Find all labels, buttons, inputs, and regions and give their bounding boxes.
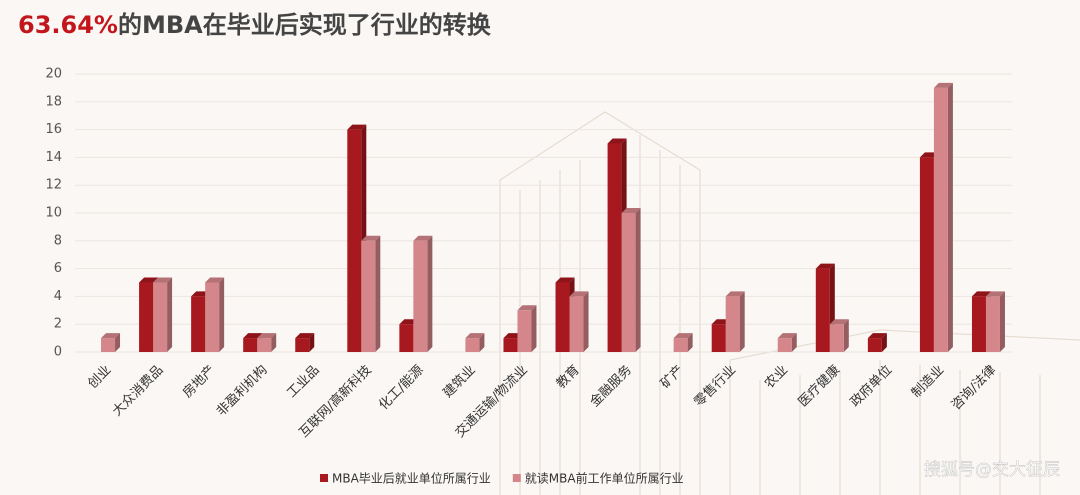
bar xyxy=(725,296,740,352)
bar-top xyxy=(971,291,991,297)
bar-side xyxy=(219,277,225,352)
bar xyxy=(815,268,830,352)
bar xyxy=(621,213,636,352)
legend-label: 就读MBA前工作单位所属行业 xyxy=(525,471,684,486)
bar xyxy=(243,338,258,352)
title-rest: 的MBA在毕业后实现了行业的转换 xyxy=(118,11,492,39)
bar-top xyxy=(101,333,121,339)
bar xyxy=(465,338,480,352)
chart-title: 63.64%的MBA在毕业后实现了行业的转换 xyxy=(18,11,492,39)
y-tick-label: 0 xyxy=(54,345,62,360)
bar xyxy=(361,240,376,352)
bar xyxy=(413,240,428,352)
bar xyxy=(347,129,362,352)
bar-top xyxy=(725,291,745,297)
bar-top xyxy=(569,291,589,297)
y-tick-label: 14 xyxy=(45,150,62,165)
bar-side xyxy=(791,333,797,352)
y-tick-label: 12 xyxy=(45,178,62,193)
y-tick-label: 10 xyxy=(45,206,62,221)
bar xyxy=(399,324,414,352)
y-tick-label: 6 xyxy=(54,261,62,276)
bar-top xyxy=(347,124,367,130)
bar-top xyxy=(243,333,263,339)
bar-top xyxy=(517,305,537,311)
bar xyxy=(205,282,220,352)
bar-top xyxy=(777,333,797,339)
bar-top xyxy=(815,263,835,269)
bar-side xyxy=(309,333,315,352)
bar-side xyxy=(635,208,641,352)
bar-top xyxy=(829,319,849,325)
legend-label: MBA毕业后就业单位所属行业 xyxy=(332,471,491,486)
bar-top xyxy=(139,277,159,283)
bar-top xyxy=(933,82,953,88)
y-tick-label: 16 xyxy=(45,122,62,137)
bar-side xyxy=(479,333,485,352)
bar-side xyxy=(687,333,693,352)
bar-top xyxy=(205,277,225,283)
bar-side xyxy=(843,319,849,352)
legend-swatch xyxy=(320,474,328,482)
y-tick-label: 20 xyxy=(45,67,62,82)
bar xyxy=(295,338,310,352)
y-tick-label: 4 xyxy=(54,289,62,304)
bar xyxy=(257,338,272,352)
y-tick-label: 2 xyxy=(54,317,62,332)
bar xyxy=(153,282,168,352)
bar-side xyxy=(881,333,887,352)
watermark: 搜狐号@交大征辰 xyxy=(924,460,1060,480)
bar xyxy=(673,338,688,352)
bar-side xyxy=(739,291,745,352)
title-highlight: 63.64% xyxy=(18,11,118,39)
bar-top xyxy=(361,235,381,241)
bar xyxy=(919,157,934,352)
bar-top xyxy=(555,277,575,283)
bar-side xyxy=(375,235,381,352)
bar xyxy=(517,310,532,352)
bar-top xyxy=(867,333,887,339)
bar-top xyxy=(153,277,173,283)
bar-side xyxy=(531,305,537,352)
y-tick-label: 8 xyxy=(54,233,62,248)
bar xyxy=(101,338,116,352)
y-tick-label: 18 xyxy=(45,94,62,109)
bar xyxy=(503,338,518,352)
bar xyxy=(985,296,1000,352)
bar-side xyxy=(947,82,953,353)
bar-top xyxy=(607,138,627,144)
bar xyxy=(569,296,584,352)
bar-side xyxy=(999,291,1005,352)
bar-side xyxy=(583,291,589,352)
bar-top xyxy=(257,333,277,339)
bar-side xyxy=(271,333,277,352)
bar-top xyxy=(621,208,641,213)
bar-side xyxy=(427,235,433,352)
bar xyxy=(777,338,792,352)
bar xyxy=(139,282,154,352)
bar-top xyxy=(413,235,433,241)
bar-top xyxy=(985,291,1005,297)
bar xyxy=(867,338,882,352)
bar xyxy=(971,296,986,352)
bar-top xyxy=(465,333,485,339)
bar xyxy=(191,296,206,352)
bar-top xyxy=(673,333,693,339)
bar xyxy=(829,324,844,352)
bar-side xyxy=(115,333,121,352)
legend-swatch xyxy=(512,474,521,482)
bar xyxy=(711,324,726,352)
bar xyxy=(607,143,622,352)
bar xyxy=(555,282,570,352)
bar-side xyxy=(167,277,173,352)
bar xyxy=(933,87,948,353)
bar-top xyxy=(295,333,315,339)
